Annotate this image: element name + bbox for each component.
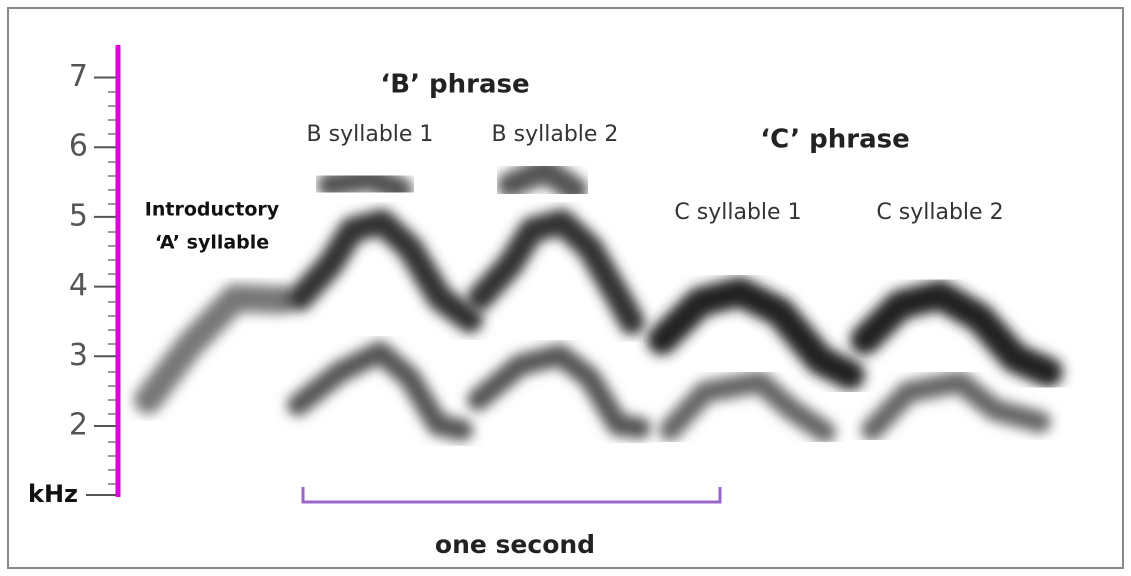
annotation: Introductory	[145, 199, 280, 221]
annotation: B syllable 1	[307, 122, 434, 147]
y-tick-label: 3	[69, 338, 88, 373]
scale-bar	[301, 487, 722, 504]
annotation: ‘C’ phrase	[760, 125, 909, 155]
axis-unit: kHz	[28, 480, 78, 508]
y-tick-label: 6	[69, 129, 88, 164]
y-tick-label: 7	[69, 59, 88, 94]
scale-bar-label: one second	[435, 530, 595, 559]
annotation: C syllable 1	[674, 200, 801, 225]
y-tick-label: 4	[69, 268, 88, 303]
annotation: C syllable 2	[876, 200, 1003, 225]
spectrogram	[134, 157, 1063, 443]
y-tick-label: 5	[69, 198, 88, 233]
annotation: B syllable 2	[492, 122, 619, 147]
y-tick-label: 2	[69, 408, 88, 443]
annotation: ‘A’ syllable	[155, 232, 269, 254]
annotation: ‘B’ phrase	[380, 70, 529, 100]
